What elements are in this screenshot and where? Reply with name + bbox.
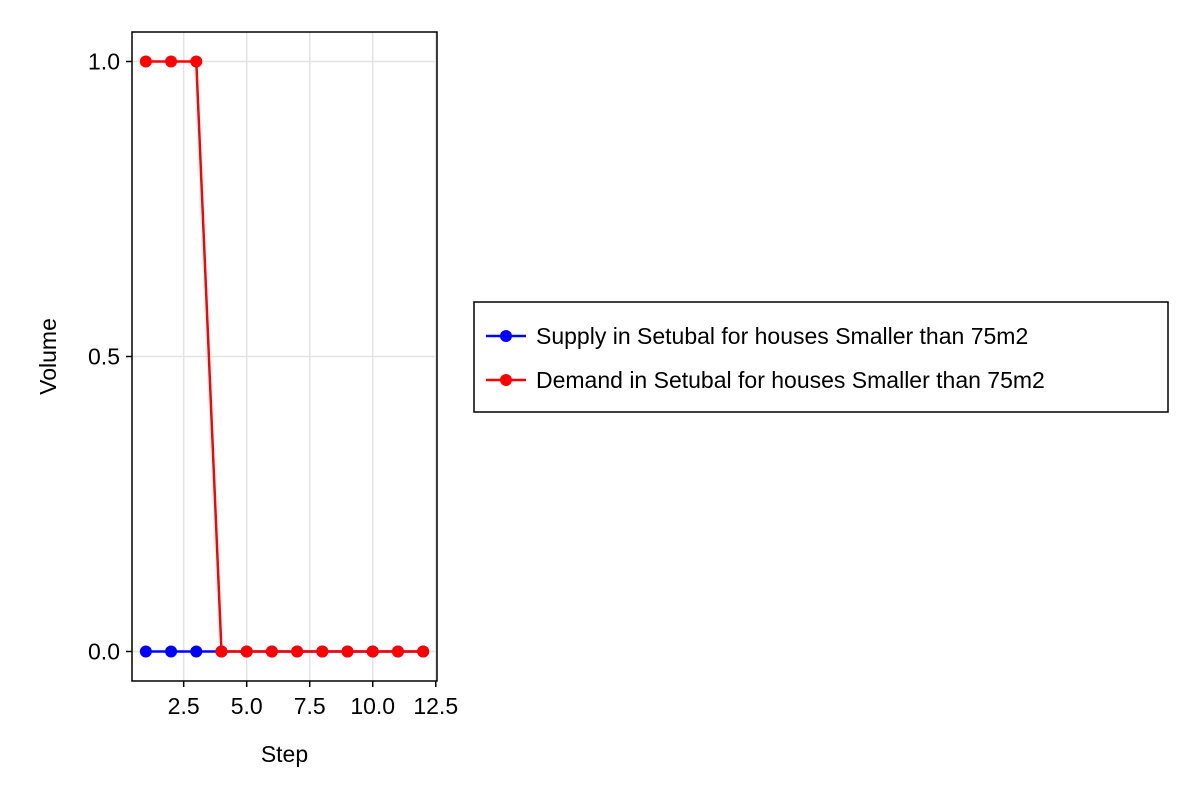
x-axis-label: Step bbox=[261, 741, 308, 767]
grid-lines bbox=[132, 32, 437, 681]
data-point bbox=[391, 645, 404, 658]
legend-item: Demand in Setubal for houses Smaller tha… bbox=[486, 367, 1045, 393]
data-point bbox=[165, 55, 178, 68]
legend-box bbox=[473, 301, 1169, 413]
data-point bbox=[291, 645, 304, 658]
x-tick-label: 2.5 bbox=[168, 693, 200, 719]
data-point bbox=[265, 645, 278, 658]
x-tick-label: 5.0 bbox=[231, 693, 263, 719]
axis-ticks: 2.5 5.0 7.5 10.0 12.5 0.0 0.5 1.0 bbox=[88, 49, 458, 720]
legend-label: Demand in Setubal for houses Smaller tha… bbox=[536, 367, 1045, 393]
legend-item: Supply in Setubal for houses Smaller tha… bbox=[486, 323, 1028, 349]
legend-marker-swatch bbox=[500, 374, 512, 386]
series-demand bbox=[139, 55, 430, 658]
x-tick-label: 7.5 bbox=[294, 693, 326, 719]
data-point bbox=[139, 645, 152, 658]
data-point bbox=[215, 645, 228, 658]
legend-label: Supply in Setubal for houses Smaller tha… bbox=[536, 323, 1028, 349]
data-point bbox=[139, 55, 152, 68]
x-tick-label: 10.0 bbox=[350, 693, 395, 719]
legend-marker-swatch bbox=[500, 330, 512, 342]
x-tick-label: 12.5 bbox=[413, 693, 458, 719]
data-point bbox=[190, 55, 203, 68]
data-point bbox=[366, 645, 379, 658]
y-axis-label: Volume bbox=[35, 318, 61, 395]
legend: Supply in Setubal for houses Smaller tha… bbox=[473, 301, 1169, 413]
y-tick-label: 0.5 bbox=[88, 344, 120, 370]
series-layer bbox=[139, 55, 430, 658]
data-point bbox=[190, 645, 203, 658]
data-point bbox=[165, 645, 178, 658]
data-point bbox=[316, 645, 329, 658]
data-point bbox=[341, 645, 354, 658]
data-point bbox=[240, 645, 253, 658]
y-tick-label: 1.0 bbox=[88, 49, 120, 75]
y-tick-label: 0.0 bbox=[88, 639, 120, 665]
data-point bbox=[417, 645, 430, 658]
